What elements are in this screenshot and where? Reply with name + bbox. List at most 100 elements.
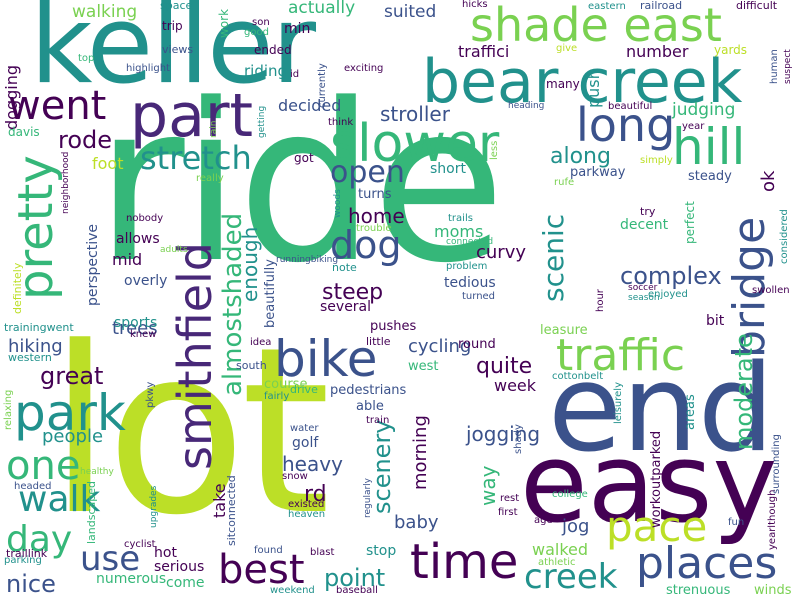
word-heavy: heavy bbox=[282, 452, 343, 476]
word-park: park bbox=[14, 384, 126, 442]
word-places: places bbox=[636, 538, 778, 589]
word-long: long bbox=[576, 98, 676, 152]
word-week: week bbox=[494, 376, 537, 395]
word-blast: blast bbox=[310, 547, 335, 558]
word-day: day bbox=[6, 519, 73, 560]
word-idea: idea bbox=[250, 337, 272, 348]
word-headed: headed bbox=[14, 481, 52, 492]
word-cycling: cycling bbox=[408, 336, 472, 357]
word-decent: decent bbox=[620, 217, 669, 233]
word-jogging: jogging bbox=[466, 422, 541, 446]
word-west: west bbox=[408, 359, 439, 374]
word-numerous: numerous bbox=[96, 571, 167, 587]
word-hicks: hicks bbox=[462, 0, 488, 10]
word-short: short bbox=[430, 161, 466, 177]
word-woods: woods bbox=[333, 189, 343, 218]
word-winds: winds bbox=[754, 583, 792, 598]
word-serious: serious bbox=[154, 559, 205, 575]
word-bit: bit bbox=[706, 313, 725, 329]
word-railroad: railroad bbox=[640, 0, 683, 12]
word-stretch: stretch bbox=[140, 139, 252, 177]
word-trails: trails bbox=[448, 213, 473, 224]
word-son: son bbox=[252, 17, 270, 28]
word-part: part bbox=[130, 81, 254, 151]
word-weekend: weekend bbox=[270, 585, 315, 596]
word-turned: turned bbox=[462, 291, 496, 302]
word-getting: getting bbox=[257, 105, 267, 138]
word-snow: snow bbox=[282, 471, 308, 482]
word-number: number bbox=[626, 42, 689, 61]
word-smithfield: smithfield bbox=[168, 241, 222, 470]
word-traillink: traillink bbox=[6, 547, 48, 560]
word-pkwy: pkwy bbox=[145, 381, 156, 408]
word-regularly: regularly bbox=[363, 478, 373, 518]
word-min: min bbox=[284, 21, 311, 37]
word-cyclist: cyclist bbox=[124, 539, 156, 550]
word-quite: quite bbox=[476, 354, 533, 379]
word-fairly: fairly bbox=[264, 391, 290, 402]
word-push: push bbox=[584, 69, 603, 108]
word-got: got bbox=[294, 151, 314, 165]
word-ride: ride bbox=[95, 58, 506, 311]
word-knew: knew bbox=[130, 329, 157, 340]
word-dogging: dogging bbox=[2, 65, 21, 130]
word-rd: rd bbox=[304, 482, 327, 507]
word-parking: parking bbox=[4, 555, 42, 566]
word-decided: decided bbox=[278, 96, 342, 115]
word-walking: walking bbox=[72, 2, 138, 22]
word-creek: creek bbox=[524, 557, 618, 597]
word-definitely: definitely bbox=[11, 262, 24, 314]
word-dog: dog bbox=[330, 223, 402, 267]
word-hour: hour bbox=[595, 289, 606, 312]
word-curvy: curvy bbox=[476, 242, 527, 263]
word-leasure: leasure bbox=[540, 323, 588, 338]
word-highlight: highlight bbox=[126, 63, 170, 74]
word-eastern: eastern bbox=[588, 1, 626, 12]
word-bear-creek: bear creek bbox=[422, 47, 743, 117]
word-adults: adults bbox=[160, 245, 188, 255]
word-turns: turns bbox=[358, 187, 392, 202]
word-human: human bbox=[769, 49, 780, 84]
word-exciting: exciting bbox=[344, 63, 384, 74]
word-jog: jog bbox=[562, 516, 590, 537]
word-come: come bbox=[166, 575, 205, 591]
word-easy: easy bbox=[520, 419, 778, 547]
word-yearlthough: yearlthough bbox=[767, 489, 778, 551]
word-neighborhood: neighborhood bbox=[61, 151, 71, 214]
word-found: found bbox=[254, 545, 283, 556]
word-upgrades: upgrades bbox=[149, 485, 159, 528]
word-space: space bbox=[160, 0, 193, 12]
word-suspect: suspect bbox=[783, 49, 793, 84]
word-round: round bbox=[458, 337, 496, 352]
word-heaven: heaven bbox=[288, 509, 326, 520]
word-problem: problem bbox=[446, 261, 488, 272]
word-lot: lot bbox=[48, 299, 331, 566]
word-people: people bbox=[42, 426, 104, 447]
word-along: along bbox=[550, 144, 611, 169]
word-rufe: rufe bbox=[554, 177, 575, 188]
word-morning: morning bbox=[410, 415, 431, 490]
word-keller: keller bbox=[30, 0, 316, 108]
word-mid: mid bbox=[112, 250, 143, 269]
word-suited: suited bbox=[384, 2, 437, 22]
word-judging: judging bbox=[672, 100, 736, 120]
word-davis: davis bbox=[8, 125, 40, 139]
word-workoutparked: workoutparked bbox=[649, 430, 664, 528]
word-perfect: perfect bbox=[683, 201, 697, 244]
word-foot: foot bbox=[92, 154, 124, 173]
word-trees: trees bbox=[112, 318, 158, 339]
word-hill: hill bbox=[672, 118, 746, 176]
word-athletic: athletic bbox=[538, 557, 576, 568]
word-views: views bbox=[162, 43, 194, 56]
word-end: end bbox=[548, 340, 775, 479]
word-baseball: baseball bbox=[336, 585, 378, 596]
word-swollen: swollen bbox=[752, 285, 790, 296]
word-stroller: stroller bbox=[380, 102, 450, 126]
word-less: less bbox=[489, 140, 500, 160]
word-baby: baby bbox=[394, 512, 439, 533]
word-id: id bbox=[290, 69, 300, 80]
word-give: give bbox=[556, 43, 578, 54]
word-sitconnected: sitconnected bbox=[225, 475, 238, 546]
word-note: note bbox=[332, 261, 357, 274]
